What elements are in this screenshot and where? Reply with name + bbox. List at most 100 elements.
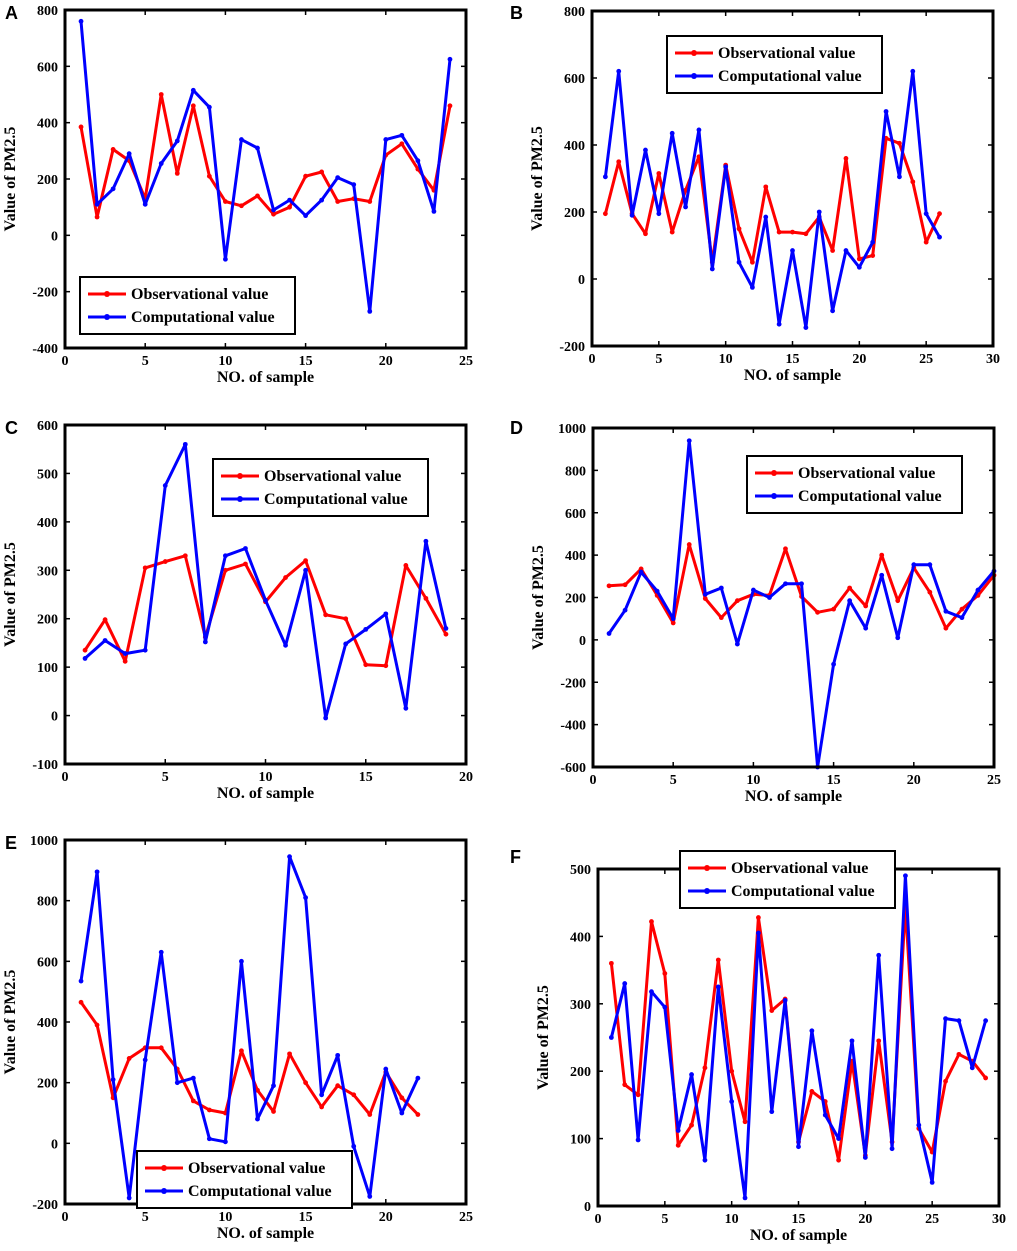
data-point: [602, 174, 608, 180]
legend-label: Observational value: [718, 45, 855, 62]
data-point: [174, 1080, 180, 1086]
legend-label: Computational value: [188, 1183, 332, 1200]
y-tick-label: -400: [32, 342, 58, 357]
data-point: [162, 559, 168, 564]
data-point: [606, 583, 612, 589]
y-tick-label: 200: [37, 613, 58, 628]
data-point: [443, 626, 449, 631]
data-point: [303, 567, 308, 573]
data-point: [943, 1078, 948, 1084]
data-point: [847, 585, 853, 591]
legend: Observational value Computational value: [666, 35, 883, 94]
x-axis-label: NO. of sample: [744, 367, 841, 384]
x-tick-label: 10: [259, 770, 273, 785]
x-tick-label: 10: [746, 773, 760, 788]
data-point: [662, 1004, 668, 1010]
x-tick-label: 5: [162, 770, 169, 785]
chart-panel-D: D 0 5 10 15 20 25 -600 -400 -200 0 200 400 600 800 1000…: [510, 418, 1001, 805]
y-tick-label: 800: [37, 895, 58, 910]
y-tick-label: 400: [37, 117, 58, 132]
x-tick-label: 25: [459, 354, 473, 369]
x-tick-label: 0: [590, 773, 597, 788]
panel-letter: C: [5, 418, 18, 438]
data-point: [729, 1068, 735, 1074]
data-point: [656, 211, 662, 217]
panel-letter: E: [5, 833, 17, 853]
data-point: [602, 211, 608, 217]
data-point: [206, 1107, 212, 1113]
y-tick-label: -200: [32, 286, 58, 301]
data-point: [767, 595, 772, 600]
legend: Observational value Computational value: [746, 455, 963, 514]
x-tick-label: 25: [987, 773, 1001, 788]
x-tick-label: 25: [925, 1212, 939, 1227]
data-point: [335, 199, 341, 204]
data-point: [815, 609, 820, 615]
y-tick-label: 200: [564, 206, 585, 221]
data-point: [983, 1075, 989, 1081]
data-point: [849, 1038, 855, 1044]
data-point: [895, 598, 901, 604]
data-point: [718, 615, 724, 621]
data-point: [782, 998, 788, 1003]
y-tick-label: 300: [37, 564, 58, 579]
y-tick-label: 800: [564, 5, 585, 20]
data-point: [255, 1116, 260, 1122]
data-point: [959, 606, 965, 612]
x-axis-label: NO. of sample: [217, 1225, 314, 1242]
y-tick-label: 200: [37, 173, 58, 188]
data-point: [956, 1018, 962, 1024]
data-point: [809, 1028, 815, 1034]
y-tick-label: 0: [578, 273, 585, 288]
data-point: [622, 1082, 628, 1088]
data-point: [629, 212, 635, 218]
data-point: [343, 616, 349, 622]
data-point: [635, 1092, 641, 1098]
data-point: [943, 625, 949, 631]
x-tick-label: 5: [670, 773, 677, 788]
data-point: [686, 438, 692, 444]
data-point: [638, 569, 644, 575]
chart-panel-E: E 0 5 10 15 20 25 -200 0 200 400 600 800 1000 NO. of s…: [2, 833, 473, 1242]
data-point: [82, 647, 88, 653]
data-point: [751, 587, 756, 593]
x-tick-label: 20: [379, 1210, 393, 1225]
data-point: [343, 641, 349, 647]
plot-frame: [590, 9, 995, 348]
data-point: [126, 1056, 132, 1061]
data-point: [702, 1065, 708, 1071]
data-point: [202, 639, 208, 645]
data-point: [670, 616, 676, 622]
data-point: [158, 92, 164, 97]
x-tick-label: 10: [218, 354, 232, 369]
y-tick-label: 800: [37, 4, 58, 19]
x-tick-label: 20: [907, 773, 921, 788]
data-point: [910, 68, 916, 74]
y-tick-label: 400: [564, 139, 585, 154]
data-point: [94, 869, 100, 875]
data-point: [323, 612, 329, 618]
data-point: [616, 159, 622, 165]
data-point: [879, 572, 885, 578]
data-point: [243, 546, 248, 551]
y-tick-label: 500: [570, 863, 591, 878]
x-tick-label: 15: [299, 1210, 313, 1225]
data-point: [122, 658, 128, 664]
data-point: [303, 1080, 308, 1086]
y-tick-label: 100: [570, 1133, 591, 1148]
data-point: [351, 1143, 357, 1149]
data-point: [830, 248, 835, 253]
x-tick-label: 25: [919, 352, 933, 367]
data-point: [399, 132, 405, 138]
data-point: [271, 1083, 276, 1089]
plot-frame: [63, 8, 468, 350]
data-point: [415, 158, 421, 164]
data-point: [608, 960, 614, 966]
data-point: [363, 662, 369, 668]
data-point: [776, 321, 782, 327]
legend-label: Observational value: [264, 468, 401, 485]
y-tick-label: 0: [51, 229, 58, 244]
data-point: [734, 641, 740, 647]
data-point: [656, 171, 662, 176]
data-point: [443, 631, 449, 637]
